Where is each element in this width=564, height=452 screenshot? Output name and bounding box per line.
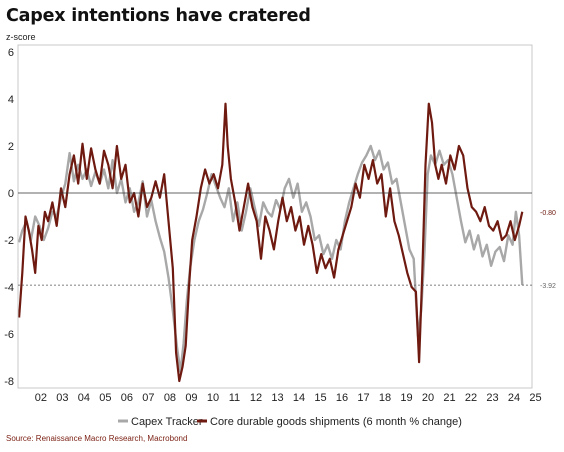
legend-label-capex: Capex Tracker <box>131 416 203 428</box>
chart-title: Capex intentions have cratered <box>6 6 311 26</box>
x-tick-label: 08 <box>164 392 176 404</box>
x-tick-label: 03 <box>56 392 68 404</box>
y-tick-label: -8 <box>4 376 14 388</box>
x-tick-label: 16 <box>336 392 348 404</box>
y-tick-label: 4 <box>8 94 14 106</box>
x-tick-label: 13 <box>271 392 283 404</box>
y-tick-label: 6 <box>8 47 14 59</box>
x-tick-label: 14 <box>293 392 305 404</box>
x-tick-label: 18 <box>379 392 391 404</box>
x-tick-label: 17 <box>357 392 369 404</box>
capex-tracker-line <box>17 144 524 373</box>
y-tick-label: 0 <box>8 188 14 200</box>
y-tick-label: -4 <box>4 282 14 294</box>
x-tick-label: 11 <box>229 392 240 404</box>
x-tick-label: 05 <box>99 392 111 404</box>
x-tick-label: 07 <box>142 392 154 404</box>
x-tick-label: 20 <box>422 392 434 404</box>
x-tick-label: 09 <box>185 392 197 404</box>
legend-label-core: Core durable goods shipments (6 month % … <box>210 416 462 428</box>
x-tick-label: 06 <box>121 392 133 404</box>
x-tick-label: 15 <box>314 392 326 404</box>
y-tick-label: -2 <box>4 235 14 247</box>
y-axis-unit-label: z-score <box>6 32 36 42</box>
source-note: Source: Renaissance Macro Research, Macr… <box>6 434 188 443</box>
x-tick-label: 22 <box>465 392 477 404</box>
plot-area <box>17 102 524 383</box>
core-durable-goods-line <box>18 102 524 383</box>
x-tick-label: 21 <box>443 392 455 404</box>
x-tick-label: 12 <box>250 392 262 404</box>
x-tick-label: 19 <box>400 392 412 404</box>
x-tick-label: 25 <box>529 392 541 404</box>
chart-legend: Capex Tracker Core durable goods shipment… <box>118 416 462 428</box>
plot-frame <box>17 44 533 389</box>
x-tick-label: 23 <box>486 392 498 404</box>
x-tick-label: 02 <box>35 392 47 404</box>
y-tick-label: 2 <box>8 141 14 153</box>
y-tick-label: -6 <box>4 329 14 341</box>
x-tick-label: 10 <box>207 392 219 404</box>
end-value-label: -3.92 <box>540 283 556 290</box>
end-value-label: -0.80 <box>540 210 556 217</box>
x-tick-label: 24 <box>508 392 520 404</box>
x-tick-label: 04 <box>78 392 90 404</box>
